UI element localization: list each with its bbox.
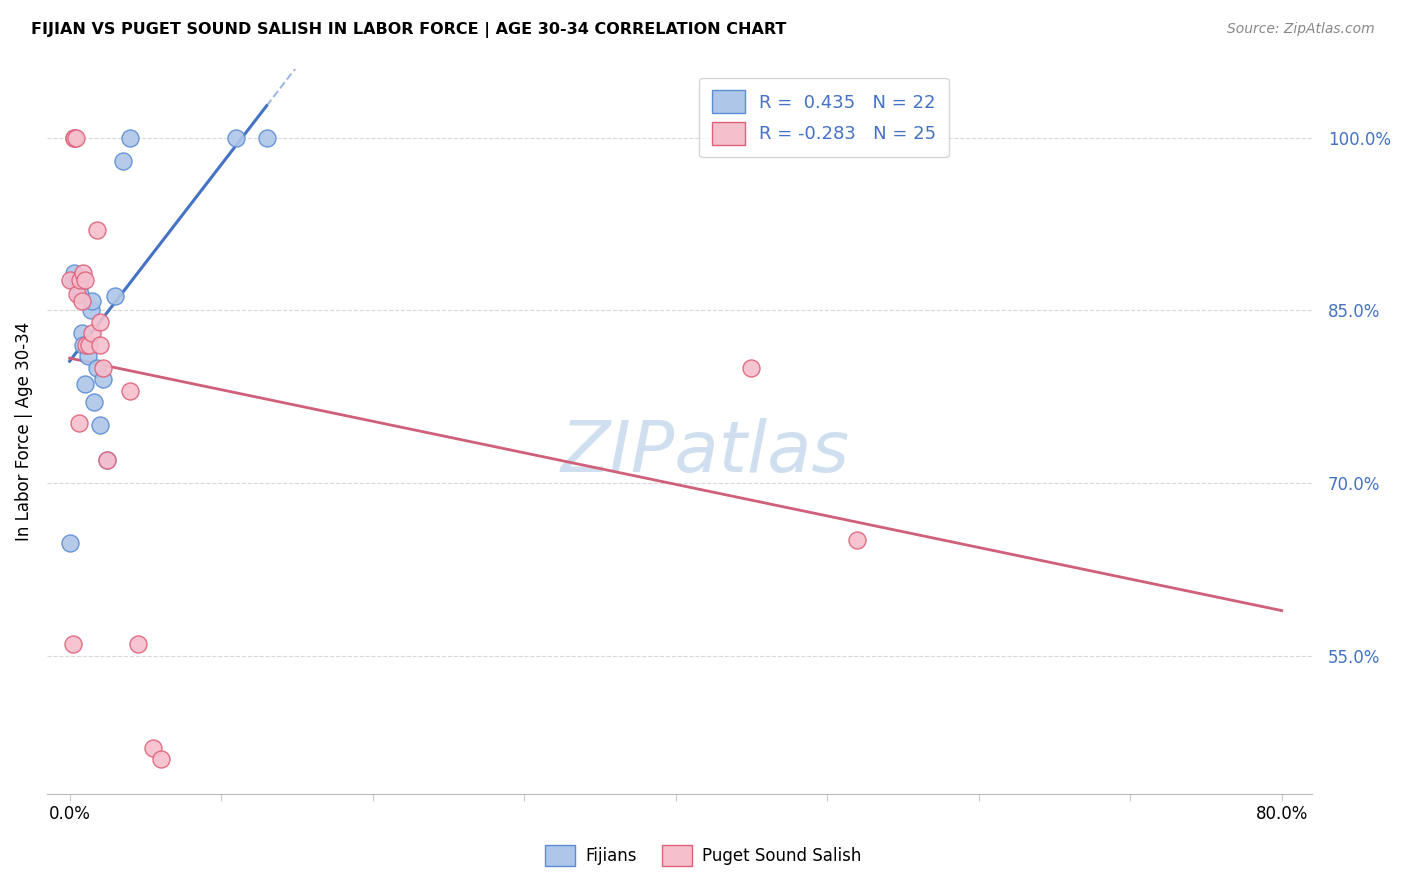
Point [62,273,84,287]
Point [70,326,93,341]
Point [72,338,94,352]
Legend: Fijians, Puget Sound Salish: Fijians, Puget Sound Salish [537,837,869,875]
Legend: R =  0.435   N = 22, R = -0.283   N = 25: R = 0.435 N = 22, R = -0.283 N = 25 [699,78,949,157]
Point [91,360,114,375]
Point [69,273,91,287]
Text: FIJIAN VS PUGET SOUND SALISH IN LABOR FORCE | AGE 30-34 CORRELATION CHART: FIJIAN VS PUGET SOUND SALISH IN LABOR FO… [31,22,786,38]
Point [86,360,108,375]
Point [96,453,118,467]
Point [76,349,98,363]
Point [256,130,278,145]
Point [142,740,165,755]
Point [111,153,134,168]
Point [79,338,101,352]
Point [63,130,86,145]
Point [73,273,96,287]
Point [66,273,89,287]
Point [75,338,97,352]
Point [67,280,90,294]
Point [63,130,86,145]
Point [65,130,87,145]
Y-axis label: In Labor Force | Age 30-34: In Labor Force | Age 30-34 [15,321,32,541]
Point [127,637,149,651]
Point [62,637,84,651]
Point [740,360,762,375]
Point [63,267,86,281]
Point [846,533,869,548]
Point [70,293,93,308]
Point [120,130,142,145]
Point [120,384,142,398]
Point [96,453,118,467]
Point [82,326,104,341]
Point [80,303,103,318]
Point [89,418,111,433]
Point [89,338,111,352]
Point [59,535,82,549]
Point [67,416,90,430]
Point [89,315,111,329]
Text: Source: ZipAtlas.com: Source: ZipAtlas.com [1227,22,1375,37]
Point [73,376,96,391]
Point [225,130,247,145]
Point [83,395,105,409]
Point [91,372,114,386]
Point [72,267,94,281]
Point [59,273,82,287]
Point [82,293,104,308]
Point [149,752,172,766]
Point [104,289,127,303]
Text: ZIPatlas: ZIPatlas [560,418,849,487]
Point [86,222,108,236]
Point [66,287,89,301]
Point [69,287,91,301]
